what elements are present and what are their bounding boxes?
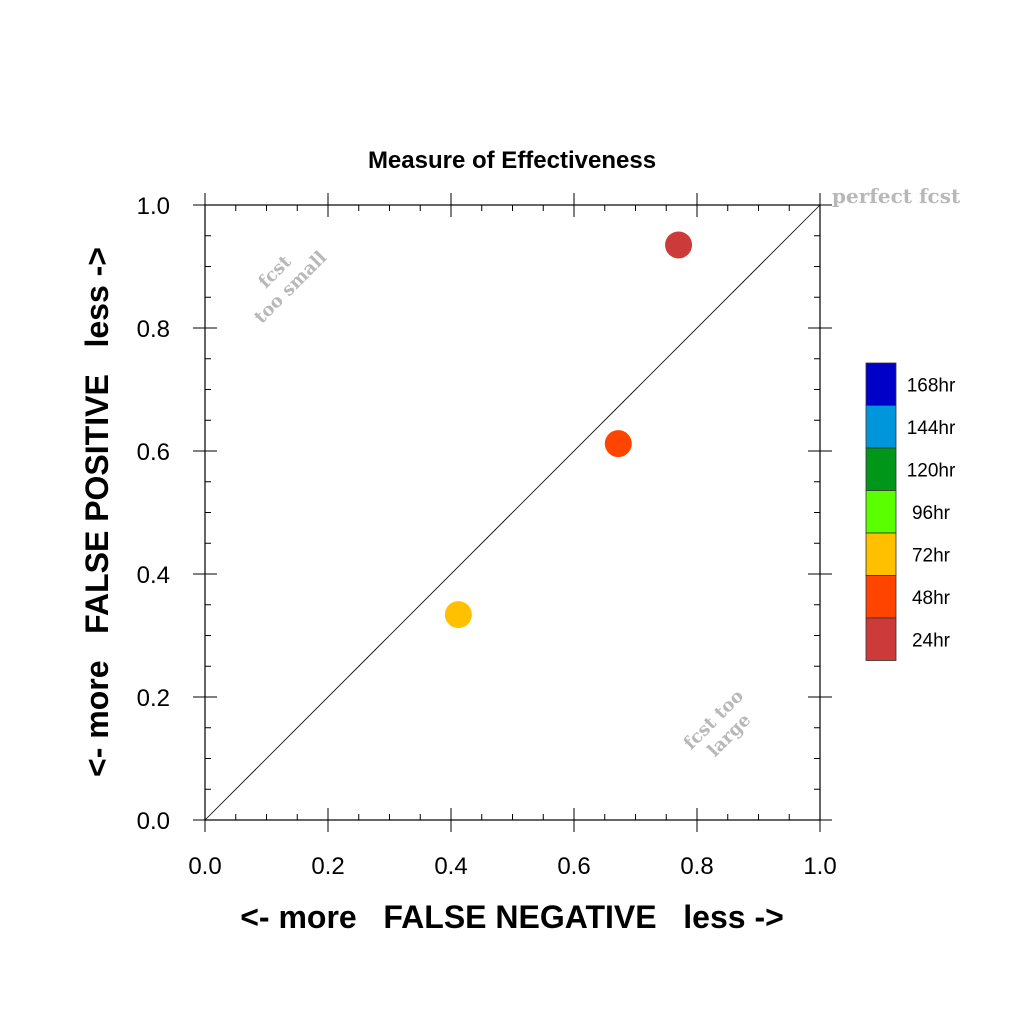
ticks [193,193,832,832]
data-points [444,231,693,629]
x-tick-label: 0.0 [188,853,221,880]
legend-label-48hr: 48hr [912,588,951,609]
x-axis-label: <- more FALSE NEGATIVE less -> [240,899,784,935]
chart-title: Measure of Effectiveness [368,147,656,174]
legend-label-72hr: 72hr [912,545,951,566]
legend-swatch-96hr [865,490,897,534]
legend-label-96hr: 96hr [912,503,951,524]
legend-swatch-144hr [865,405,897,449]
y-tick-label: 0.6 [137,439,170,466]
x-tick-label: 1.0 [803,853,836,880]
legend-label-168hr: 168hr [907,375,956,396]
annotation-perfect-fcst: perfect fcst [832,184,961,208]
data-point-24hr [665,231,693,259]
annotation-too-small-line2: too small [250,247,331,328]
perfect-forecast-line [204,204,821,821]
y-tick-label: 0.8 [137,316,170,343]
y-tick-label: 0.4 [137,562,170,589]
legend-swatch-168hr [865,362,897,406]
legend-swatch-48hr [865,575,897,619]
y-axis-label: <- more FALSE POSITIVE less -> [79,247,115,777]
x-tick-label: 0.2 [311,853,344,880]
y-tick-label: 0.2 [137,685,170,712]
legend-swatch-120hr [865,447,897,491]
data-point-72hr [444,601,472,629]
legend-swatch-24hr [865,617,897,661]
tick-labels: 0.0 0.2 0.4 0.6 0.8 1.0 0.0 0.2 0.4 0.6 0.8 1.0 [137,193,837,880]
legend: 168hr 144hr 120hr 96hr 72hr 48hr 24hr [865,362,956,661]
x-tick-label: 0.8 [680,853,713,880]
x-tick-label: 0.4 [434,853,467,880]
legend-label-24hr: 24hr [912,630,951,651]
legend-swatch-72hr [865,532,897,576]
y-tick-label: 0.0 [137,808,170,835]
annotation-too-small: fcst too small [250,247,331,328]
legend-label-120hr: 120hr [907,460,956,481]
data-point-48hr [604,430,632,458]
legend-label-144hr: 144hr [907,418,956,439]
x-tick-label: 0.6 [557,853,590,880]
y-tick-label: 1.0 [137,193,170,220]
annotation-too-large: fcst too large [680,686,756,762]
